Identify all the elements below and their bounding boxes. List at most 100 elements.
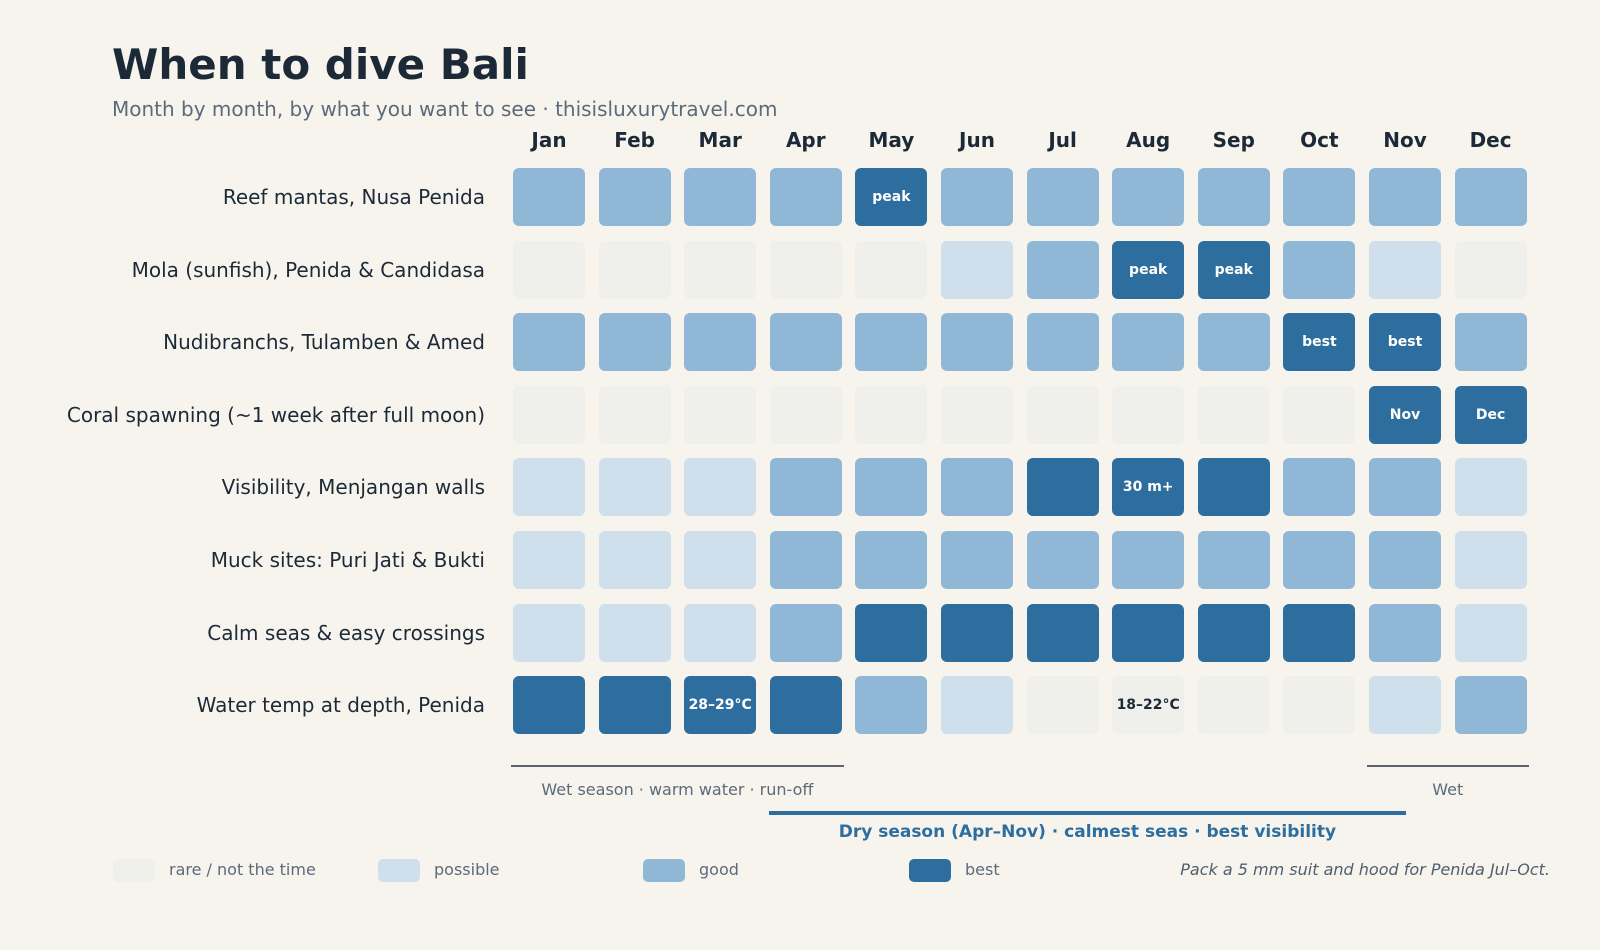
month-header-jan: Jan xyxy=(531,128,567,152)
heatmap-cell-jul xyxy=(1026,385,1099,444)
month-header-dec: Dec xyxy=(1469,128,1512,152)
heatmap-cell-apr xyxy=(769,168,842,226)
heatmap-cell-jan xyxy=(513,313,585,372)
heatmap-cell-jul xyxy=(1026,676,1099,735)
legend-label: rare / not the time xyxy=(169,860,316,879)
heatmap-cell-dec xyxy=(1454,240,1527,299)
heatmap-cell-nov: best xyxy=(1369,313,1441,372)
month-header-may: May xyxy=(868,128,915,152)
row-label: Water temp at depth, Penida xyxy=(196,693,485,718)
heatmap-cell-aug xyxy=(1112,313,1185,372)
heatmap-cell-dec xyxy=(1454,531,1527,589)
heatmap-cell-jul xyxy=(1026,603,1099,662)
heatmap-cell-apr xyxy=(769,240,842,299)
heatmap-cell-feb xyxy=(598,240,671,299)
heatmap-cell-jun xyxy=(941,676,1013,735)
heatmap-cell-sep xyxy=(1197,168,1270,226)
season-label: Dry season (Apr–Nov) · calmest seas · be… xyxy=(838,822,1337,842)
heatmap-cell-jun xyxy=(941,313,1013,372)
heatmap-cell-nov xyxy=(1369,531,1441,589)
heatmap-cell-may xyxy=(855,458,928,517)
heatmap-cell-nov xyxy=(1369,458,1441,517)
heatmap-cell-nov: Nov xyxy=(1369,385,1441,444)
season-label: Wet xyxy=(1432,780,1464,799)
heatmap-cell-mar xyxy=(684,458,757,517)
month-header-aug: Aug xyxy=(1126,128,1171,152)
heatmap-cell-dec xyxy=(1454,168,1527,226)
heatmap-cell-mar: 28–29°C xyxy=(684,676,757,735)
heatmap-cell-feb xyxy=(598,458,671,517)
season-bar xyxy=(511,765,844,767)
heatmap-cell-aug xyxy=(1112,168,1185,226)
heatmap-cell-nov xyxy=(1369,240,1441,299)
row-label: Muck sites: Puri Jati & Bukti xyxy=(210,548,485,572)
row-label: Mola (sunfish), Penida & Candidasa xyxy=(131,257,485,282)
heatmap-cell-may xyxy=(855,676,928,735)
heatmap-cell-oct xyxy=(1283,676,1356,735)
heatmap-cell-jul xyxy=(1026,458,1099,517)
row-label: Coral spawning (~1 week after full moon) xyxy=(66,402,485,427)
heatmap-cell-jan xyxy=(513,385,585,444)
heatmap-cell-nov xyxy=(1369,168,1441,226)
month-header-nov: Nov xyxy=(1383,128,1427,152)
heatmap-cell-apr xyxy=(769,531,842,589)
heatmap-cell-mar xyxy=(684,240,757,299)
heatmap-cell-jun xyxy=(941,531,1013,589)
heatmap-cell-jan xyxy=(513,676,585,735)
heatmap-cell-sep: peak xyxy=(1197,240,1270,299)
chart-subtitle: Month by month, by what you want to see … xyxy=(112,97,778,121)
month-header-jul: Jul xyxy=(1048,128,1077,152)
heatmap-cell-jun xyxy=(941,240,1013,299)
heatmap-cell-oct xyxy=(1283,531,1356,589)
heatmap-cell-may xyxy=(855,603,928,662)
heatmap-cell-sep xyxy=(1197,676,1270,735)
heatmap-cell-jun xyxy=(941,458,1013,517)
heatmap-cell-feb xyxy=(598,385,671,444)
heatmap-cell-jul xyxy=(1026,531,1099,589)
heatmap-cell-may xyxy=(855,385,928,444)
heatmap-cell-jan xyxy=(513,240,585,299)
heatmap-cell-dec xyxy=(1454,676,1527,735)
heatmap-cell-sep xyxy=(1197,313,1270,372)
heatmap-cell-mar xyxy=(684,531,757,589)
heatmap-cell-aug: 18–22°C xyxy=(1112,676,1185,735)
heatmap-cell-nov xyxy=(1369,603,1441,662)
heatmap-cell-jun xyxy=(941,385,1013,444)
heatmap-cell-aug: 30 m+ xyxy=(1112,458,1185,517)
heatmap-cell-jan xyxy=(513,603,585,662)
heatmap-cell-oct xyxy=(1283,168,1356,226)
heatmap-cell-dec xyxy=(1454,603,1527,662)
legend-label: possible xyxy=(434,860,500,879)
month-header-oct: Oct xyxy=(1300,128,1339,152)
row-label: Calm seas & easy crossings xyxy=(207,620,485,645)
heatmap-cell-aug xyxy=(1112,531,1185,589)
heatmap-cell-may xyxy=(855,240,928,299)
chart-title: When to dive Bali xyxy=(112,40,529,89)
season-bar xyxy=(1367,765,1529,767)
heatmap-cell-jul xyxy=(1026,240,1099,299)
heatmap-cell-apr xyxy=(769,676,842,735)
heatmap-cell-feb xyxy=(598,603,671,662)
footnote: Pack a 5 mm suit and hood for Penida Jul… xyxy=(1180,860,1550,879)
heatmap-cell-oct xyxy=(1283,603,1356,662)
row-label: Nudibranchs, Tulamben & Amed xyxy=(163,330,485,355)
heatmap-cell-dec xyxy=(1454,458,1527,517)
month-header-jun: Jun xyxy=(959,128,995,152)
season-label: Wet season · warm water · run-off xyxy=(541,780,814,799)
legend-swatch xyxy=(378,859,420,882)
heatmap-cell-jul xyxy=(1026,313,1099,372)
heatmap-cell-jan xyxy=(513,168,585,226)
heatmap-cell-may xyxy=(855,531,928,589)
heatmap-cell-jun xyxy=(941,168,1013,226)
heatmap-cell-apr xyxy=(769,313,842,372)
legend-label: best xyxy=(965,860,1000,879)
month-header-mar: Mar xyxy=(698,128,742,152)
row-label: Visibility, Menjangan walls xyxy=(221,475,485,500)
season-bar xyxy=(768,811,1406,815)
heatmap-cell-sep xyxy=(1197,531,1270,589)
heatmap-cell-jan xyxy=(513,458,585,517)
heatmap-cell-mar xyxy=(684,385,757,444)
heatmap-cell-oct xyxy=(1283,458,1356,517)
legend-swatch xyxy=(643,859,685,882)
heatmap-cell-mar xyxy=(684,313,757,372)
